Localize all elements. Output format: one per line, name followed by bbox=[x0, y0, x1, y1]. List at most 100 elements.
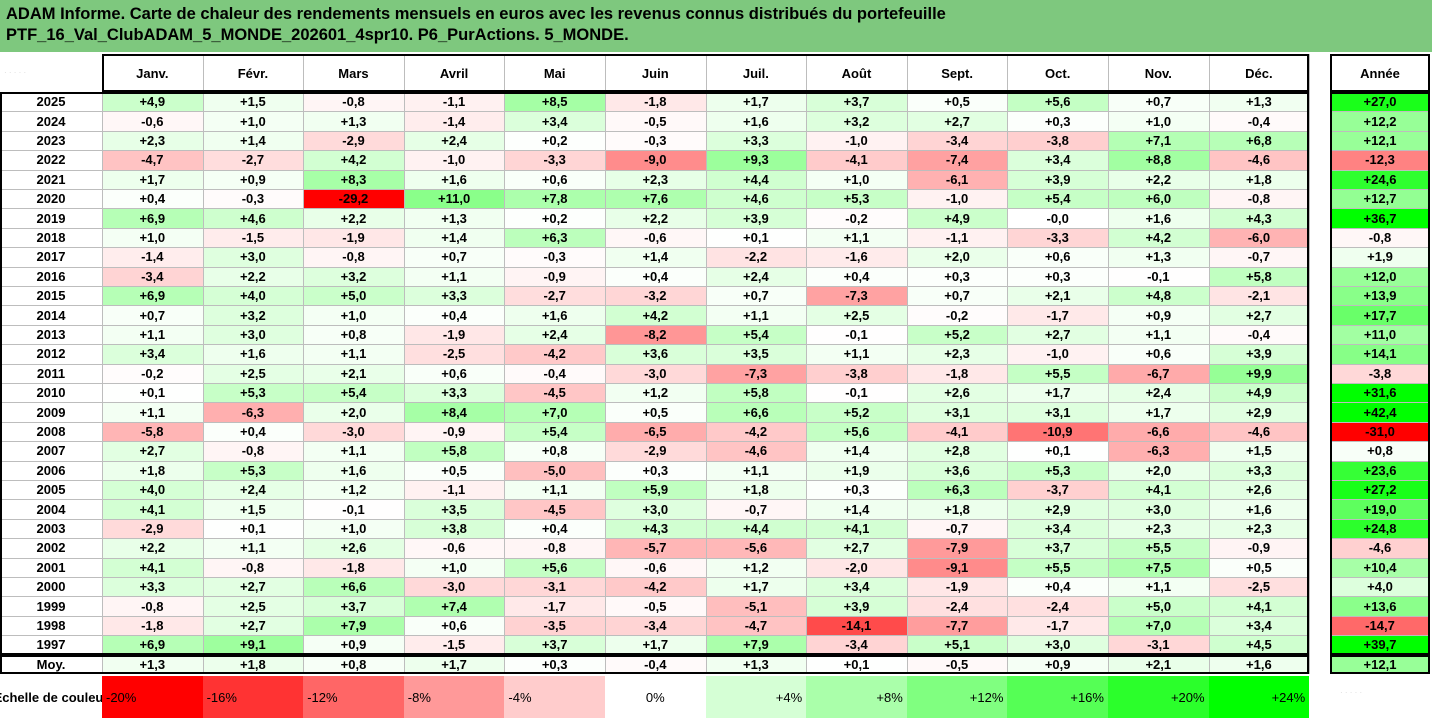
heat-cell: +8,5 bbox=[504, 92, 605, 112]
heat-cell: +5,6 bbox=[806, 421, 907, 442]
heat-cell: -2,4 bbox=[906, 596, 1008, 616]
column-header-6: Juin bbox=[605, 54, 706, 92]
heat-cell: +2,2 bbox=[1108, 169, 1209, 189]
row-label-2000: 2000 bbox=[0, 577, 102, 597]
year-total-cell: +17,7 bbox=[1330, 305, 1430, 325]
heat-cell: +0,7 bbox=[1108, 92, 1209, 112]
heat-cell: +1,1 bbox=[403, 266, 505, 286]
grid-hline bbox=[1330, 518, 1430, 520]
heat-cell: +2,5 bbox=[202, 596, 304, 616]
grid-hline bbox=[1330, 557, 1430, 559]
heat-cell: -1,8 bbox=[605, 92, 706, 112]
row-label-2021: 2021 bbox=[0, 169, 102, 189]
heat-cell: +4,3 bbox=[605, 518, 706, 539]
heat-cell: -1,1 bbox=[403, 480, 505, 500]
heat-cell: +1,1 bbox=[504, 480, 605, 500]
heat-cell: +1,5 bbox=[202, 499, 304, 519]
watermark-logo-bottom: · · · · · bbox=[1340, 688, 1363, 697]
heat-cell: +1,2 bbox=[705, 557, 807, 577]
heat-cell: -2,2 bbox=[705, 247, 807, 267]
heat-cell: -1,9 bbox=[906, 577, 1008, 597]
heat-cell: +5,4 bbox=[504, 421, 605, 442]
year-total-cell: +24,8 bbox=[1330, 518, 1430, 539]
heat-cell: +4,6 bbox=[202, 208, 304, 228]
heat-cell: +1,0 bbox=[806, 169, 907, 189]
heat-cell: -4,2 bbox=[705, 421, 807, 442]
average-cell: +1,7 bbox=[403, 654, 505, 674]
heat-cell: +5,5 bbox=[1007, 557, 1108, 577]
heat-cell: -7,3 bbox=[806, 286, 907, 306]
heat-cell: +2,5 bbox=[202, 363, 304, 383]
heat-cell: -4,5 bbox=[504, 499, 605, 519]
grid-hline bbox=[0, 227, 1310, 229]
heat-cell: -3,1 bbox=[1108, 635, 1209, 655]
heat-cell: +5,5 bbox=[1108, 538, 1209, 558]
heat-cell: +3,3 bbox=[1208, 460, 1310, 480]
heat-cell: +2,0 bbox=[906, 247, 1008, 267]
heat-cell: -4,6 bbox=[705, 441, 807, 461]
grid-hline bbox=[0, 92, 1310, 93]
heat-cell: +0,1 bbox=[705, 227, 807, 248]
heat-cell: -0,1 bbox=[806, 383, 907, 403]
heat-cell: +4,9 bbox=[1208, 383, 1310, 403]
color-scale-label: Echelle de couleur bbox=[0, 676, 102, 718]
row-label-2020: 2020 bbox=[0, 189, 102, 209]
grid-hline bbox=[1330, 615, 1430, 617]
heat-cell: +3,6 bbox=[605, 344, 706, 364]
heat-cell: -6,1 bbox=[906, 169, 1008, 189]
heat-cell: +5,8 bbox=[1208, 266, 1310, 286]
heat-cell: +3,7 bbox=[1007, 538, 1108, 558]
heat-cell: +0,6 bbox=[403, 363, 505, 383]
heat-cell: +2,4 bbox=[504, 324, 605, 345]
heat-cell: +3,4 bbox=[1007, 150, 1108, 170]
heat-cell: +0,4 bbox=[202, 421, 304, 442]
grid-hline bbox=[0, 654, 1310, 656]
grid-hline bbox=[1330, 441, 1430, 443]
average-cell: -0,4 bbox=[605, 654, 706, 674]
heat-cell: +5,2 bbox=[806, 402, 907, 422]
heat-cell: +2,1 bbox=[303, 363, 404, 383]
grid-hline bbox=[1330, 305, 1430, 307]
heat-cell: -0,8 bbox=[102, 596, 203, 616]
heat-cell: -2,7 bbox=[504, 286, 605, 306]
heat-cell: -6,0 bbox=[1208, 227, 1310, 248]
heat-cell: +7,5 bbox=[1108, 557, 1209, 577]
heat-cell: +2,5 bbox=[806, 305, 907, 325]
heat-cell: +1,5 bbox=[202, 92, 304, 112]
year-total-cell: +13,9 bbox=[1330, 286, 1430, 306]
heat-cell: +2,4 bbox=[705, 266, 807, 286]
average-cell: +1,6 bbox=[1208, 654, 1310, 674]
heat-cell: +1,4 bbox=[806, 441, 907, 461]
heat-cell: +1,6 bbox=[403, 169, 505, 189]
heat-cell: +3,3 bbox=[403, 383, 505, 403]
row-label-2002: 2002 bbox=[0, 538, 102, 558]
heat-cell: -4,2 bbox=[605, 577, 706, 597]
year-total-cell: -3,8 bbox=[1330, 363, 1430, 383]
heat-cell: +5,4 bbox=[303, 383, 404, 403]
heat-cell: -9,1 bbox=[906, 557, 1008, 577]
heat-cell: +0,1 bbox=[102, 383, 203, 403]
heat-cell: +4,4 bbox=[705, 518, 807, 539]
heat-cell: +6,3 bbox=[906, 480, 1008, 500]
title-line-1: ADAM Informe. Carte de chaleur des rende… bbox=[6, 5, 946, 23]
column-header-12: Déc. bbox=[1208, 54, 1310, 92]
heat-cell: -3,3 bbox=[1007, 227, 1108, 248]
heat-cell: +0,4 bbox=[605, 266, 706, 286]
color-scale-swatch: -12% bbox=[303, 676, 404, 718]
grid-hline bbox=[1330, 577, 1430, 578]
row-label-2005: 2005 bbox=[0, 480, 102, 500]
heat-cell: +0,5 bbox=[403, 460, 505, 480]
heat-cell: +2,4 bbox=[202, 480, 304, 500]
heat-cell: +2,0 bbox=[1108, 460, 1209, 480]
heat-cell: +2,7 bbox=[906, 111, 1008, 131]
year-total-cell: -4,6 bbox=[1330, 538, 1430, 558]
heat-cell: +2,6 bbox=[906, 383, 1008, 403]
grid-hline bbox=[1330, 286, 1430, 287]
heat-cell: +2,4 bbox=[403, 130, 505, 151]
heat-cell: +4,3 bbox=[1208, 208, 1310, 228]
grid-hline bbox=[0, 208, 1310, 210]
heat-cell: -0,4 bbox=[1208, 324, 1310, 345]
heat-cell: -2,0 bbox=[806, 557, 907, 577]
heat-cell: +5,4 bbox=[705, 324, 807, 345]
heat-cell: +3,9 bbox=[1208, 344, 1310, 364]
